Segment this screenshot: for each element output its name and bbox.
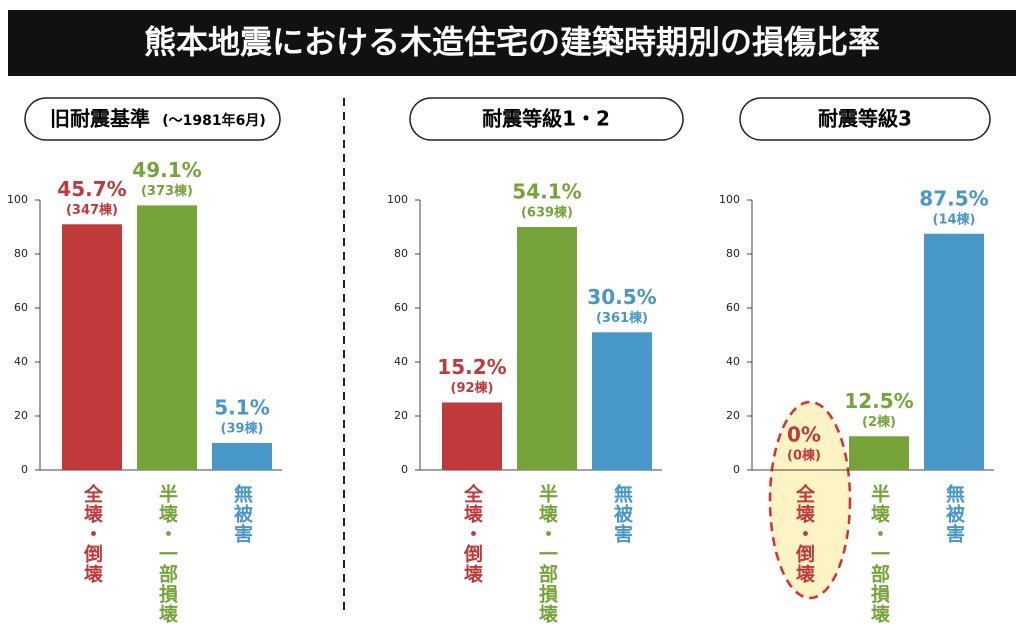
panel-title: 旧耐震基準 (50, 107, 150, 131)
y-tick-label: 60 (394, 301, 408, 314)
highlight (768, 400, 852, 600)
y-tick-label: 60 (726, 301, 740, 314)
y-tick-label: 0 (21, 463, 28, 476)
panel-pill (739, 97, 991, 141)
category-label: 全壊・倒壊 (793, 483, 816, 584)
count-label: (347棟) (66, 202, 118, 218)
panel-pill (24, 97, 281, 141)
y-tick-label: 40 (14, 355, 28, 368)
bar (137, 205, 197, 470)
panel-pill (409, 97, 684, 141)
bar (442, 402, 502, 470)
count-label: (92棟) (451, 380, 494, 396)
count-label: (14棟) (933, 211, 976, 227)
y-tick-label: 20 (14, 409, 28, 422)
category-label: 半壊・一部損壊 (156, 483, 178, 624)
percent-label: 5.1% (214, 396, 269, 420)
y-tick-label: 100 (387, 193, 408, 206)
count-label: (0棟) (787, 448, 821, 464)
y-tick-label: 40 (394, 355, 408, 368)
percent-label: 15.2% (437, 355, 506, 379)
bar (212, 443, 272, 470)
bar (924, 233, 984, 470)
y-tick-label: 80 (14, 247, 28, 260)
count-label: (2棟) (862, 414, 896, 430)
category-label: 無被害 (611, 483, 633, 544)
category-label: 全壊・倒壊 (81, 483, 104, 584)
panel-subtitle: (〜1981年6月) (162, 112, 266, 129)
title-bar (8, 10, 1016, 76)
bar (592, 332, 652, 470)
y-tick-label: 100 (719, 193, 740, 206)
page-title: 熊本地震における木造住宅の建築時期別の損傷比率 (144, 23, 880, 61)
count-label: (639棟) (521, 205, 573, 221)
panel-title: 耐震等級1・2 (482, 107, 610, 131)
count-label: (39棟) (221, 421, 264, 437)
count-label: (373棟) (141, 183, 193, 199)
panel-title: 耐震等級3 (818, 107, 912, 131)
bar (517, 227, 577, 470)
category-label: 全壊・倒壊 (461, 483, 484, 584)
y-tick-label: 80 (726, 247, 740, 260)
bar (62, 224, 122, 470)
y-tick-label: 40 (726, 355, 740, 368)
percent-label: 0% (787, 423, 821, 447)
percent-label: 30.5% (587, 285, 656, 309)
y-tick-label: 20 (394, 409, 408, 422)
y-tick-label: 80 (394, 247, 408, 260)
percent-label: 54.1% (512, 180, 581, 204)
category-label: 無被害 (231, 483, 253, 544)
bar (849, 436, 909, 470)
y-tick-label: 60 (14, 301, 28, 314)
percent-label: 12.5% (844, 389, 913, 413)
count-label: (361棟) (596, 310, 648, 326)
percent-label: 87.5% (919, 186, 988, 210)
category-label: 無被害 (943, 483, 965, 544)
y-tick-label: 0 (733, 463, 740, 476)
percent-label: 45.7% (57, 177, 126, 201)
percent-label: 49.1% (132, 158, 201, 182)
category-label: 半壊・一部損壊 (868, 483, 890, 624)
category-label: 半壊・一部損壊 (536, 483, 558, 624)
y-tick-label: 20 (726, 409, 740, 422)
y-tick-label: 100 (7, 193, 28, 206)
y-tick-label: 0 (401, 463, 408, 476)
